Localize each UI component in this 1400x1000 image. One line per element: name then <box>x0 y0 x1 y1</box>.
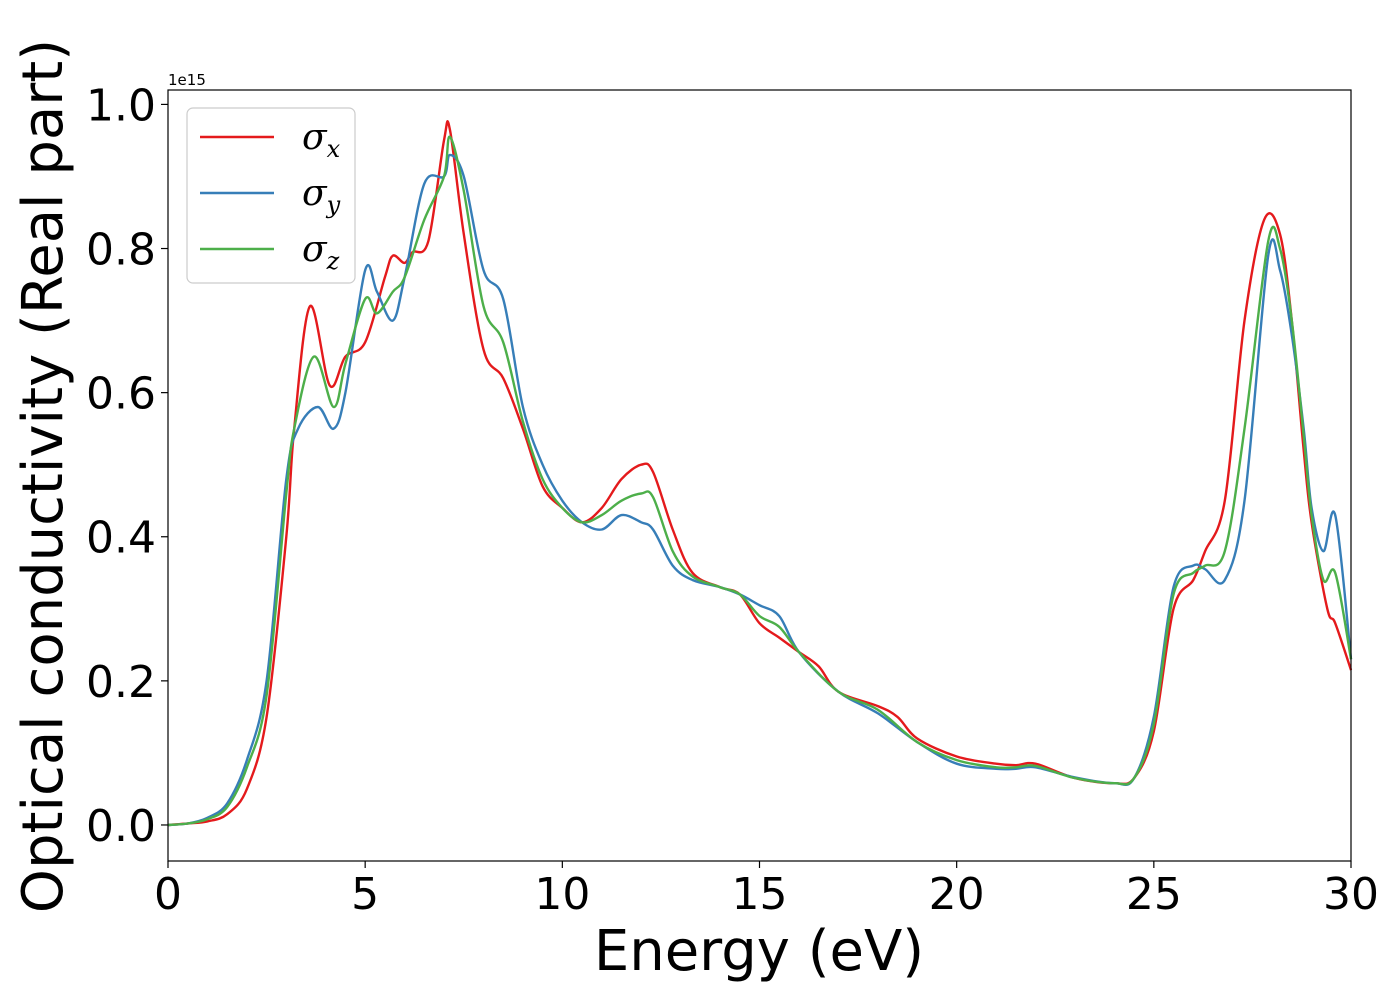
y-tick-label: 0.4 <box>86 513 156 564</box>
y-axis-title: Optical conductivity (Real part) <box>11 39 76 913</box>
x-tick-label: 0 <box>154 869 182 920</box>
series-layer <box>167 120 1353 827</box>
y-tick-label: 0.8 <box>86 225 156 276</box>
legend-label-x: σx <box>302 117 341 163</box>
x-axis-title: Energy (eV) <box>594 919 924 984</box>
legend-label-z: σz <box>302 229 340 275</box>
legend-box <box>186 107 356 284</box>
series-line-y <box>167 153 1353 827</box>
legend-label-y: σy <box>302 173 341 219</box>
y-tick-label: 0.6 <box>86 369 156 420</box>
plot-frame <box>167 89 1352 862</box>
x-tick-label: 5 <box>351 869 379 920</box>
series-line-x <box>167 120 1353 827</box>
x-tick-label: 10 <box>534 869 590 920</box>
x-tick-label: 20 <box>929 869 985 920</box>
x-tick-label: 30 <box>1323 869 1379 920</box>
y-offset-label: 1e15 <box>168 71 206 89</box>
series-line-z <box>167 135 1353 827</box>
y-tick-label: 1.0 <box>86 80 156 131</box>
y-tick-label: 0.0 <box>86 801 156 852</box>
x-tick-label: 25 <box>1126 869 1182 920</box>
x-tick-label: 15 <box>732 869 788 920</box>
legend: σx σy σz <box>186 107 356 284</box>
y-tick-label: 0.2 <box>86 657 156 708</box>
axes-layer: 0 5 10 15 20 25 30 0.0 0.2 0.4 0.6 0.8 1.0 <box>86 80 1379 920</box>
